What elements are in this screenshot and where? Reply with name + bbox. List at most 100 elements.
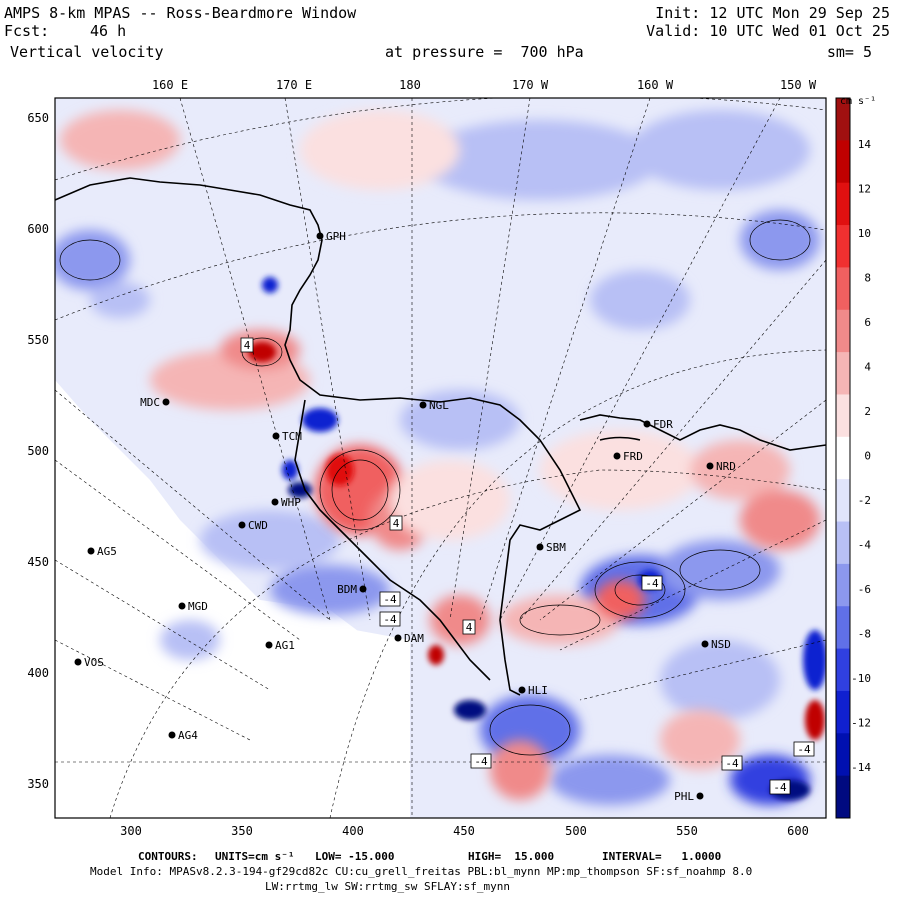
station-frd: FRD (613, 450, 643, 463)
colorbar-tick: -8 (858, 628, 871, 641)
station-marker (696, 792, 704, 800)
high-value: HIGH= 15.000 (468, 850, 555, 863)
colorbar-tick: 12 (858, 183, 871, 196)
colorbar-swatch (836, 606, 850, 650)
station-label: NRD (716, 460, 736, 473)
colorbar-tick: -10 (851, 672, 871, 685)
colorbar-swatch (836, 309, 850, 353)
colorbar-swatch (836, 225, 850, 268)
field-name: Vertical velocity (10, 43, 164, 61)
model-info: Model Info: MPASv8.2.3-194-gf29cd82c CU:… (90, 865, 753, 878)
colorbar-units: cm s⁻¹ (840, 96, 876, 107)
station-marker (272, 432, 280, 440)
station-ag4: AG4 (168, 729, 198, 742)
station-label: SBM (546, 541, 566, 554)
y-tick: 650 (27, 111, 49, 125)
station-nrd: NRD (706, 460, 736, 473)
contour-label-text: -4 (773, 781, 787, 794)
station-vos: VOS (74, 656, 104, 669)
no-data-region-2 (55, 380, 410, 818)
station-ag1: AG1 (265, 639, 295, 652)
station-marker (162, 398, 170, 406)
interval-value: INTERVAL= 1.0000 (602, 850, 722, 863)
station-label: NGL (429, 399, 449, 412)
red-areas (60, 110, 820, 800)
y-tick: 400 (27, 666, 49, 680)
station-marker (701, 640, 709, 648)
station-marker (706, 462, 714, 470)
colorbar-tick: -2 (858, 494, 871, 507)
colorbar-swatch (836, 98, 850, 141)
lon-label: 180 (399, 78, 421, 92)
station-label: HLI (528, 684, 548, 697)
contour-label: 4 (462, 619, 476, 635)
lon-label: 160 E (152, 78, 188, 92)
station-label: AG4 (178, 729, 198, 742)
smoothing: sm= 5 (826, 43, 872, 61)
station-dam: DAM (394, 632, 424, 645)
y-tick: 500 (27, 444, 49, 458)
contour-labels: 4 4 4 -4 -4 -4 -4 -4 -4 -4 (240, 337, 815, 795)
x-tick: 600 (787, 824, 809, 838)
colorbar-swatch (836, 140, 850, 184)
station-marker (536, 543, 544, 551)
station-marker (643, 420, 651, 428)
contour-label-text: -4 (383, 593, 397, 606)
contour-label-text: 4 (466, 621, 473, 634)
lon-label: 170 W (512, 78, 549, 92)
station-marker (316, 232, 324, 240)
pressure-level: at pressure = 700 hPa (385, 43, 584, 61)
station-marker (613, 452, 621, 460)
station-label: NSD (711, 638, 731, 651)
station-sbm: SBM (536, 541, 566, 554)
station-ngl: NGL (419, 399, 449, 412)
station-gph: GPH (316, 230, 346, 243)
contour-label-text: -4 (474, 755, 488, 768)
y-tick: 600 (27, 222, 49, 236)
coastline (55, 177, 826, 696)
contour-label-text: -4 (725, 757, 739, 770)
contour-label-text: -4 (383, 613, 397, 626)
map-field: 4 4 4 -4 -4 -4 -4 -4 -4 -4 GPH MDC NGL TCM W… (55, 98, 826, 818)
colorbar-tick: -12 (851, 717, 871, 730)
stations: GPH MDC NGL TCM WHP CWD AG5 MGD AG1 VOS AG4 BDM DAM S… (74, 230, 736, 803)
init-time: Init: 12 UTC Mon 29 Sep 25 (655, 4, 890, 22)
colorbar-tick: 2 (864, 405, 871, 418)
valid-time: Valid: 10 UTC Wed 01 Oct 25 (646, 22, 890, 40)
station-label: PHL (674, 790, 694, 803)
contour-label: -4 (769, 779, 791, 795)
colorbar-tick: -4 (858, 539, 872, 552)
y-tick: 550 (27, 333, 49, 347)
colorbar-swatch (836, 352, 850, 395)
colorbar: 14 12 10 8 6 4 2 0 -2 -4 -6 -8 -10 -12 -14 (835, 97, 872, 819)
colorbar-tick: 8 (864, 272, 871, 285)
colorbar-swatch (836, 563, 850, 607)
x-tick: 550 (676, 824, 698, 838)
colorbar-tick: 6 (864, 316, 871, 329)
low-value: LOW= -15.000 (315, 850, 395, 863)
station-marker (74, 658, 82, 666)
contour-label: -4 (470, 753, 492, 769)
contour-label: -4 (641, 575, 663, 591)
colorbar-tick: 4 (864, 361, 871, 374)
station-whp: WHP (271, 496, 301, 509)
station-marker (394, 634, 402, 642)
contour-label-text: 4 (244, 339, 251, 352)
units-text: UNITS=cm s⁻¹ (215, 850, 295, 863)
colorbar-swatch (836, 690, 850, 734)
lon-label: 150 W (780, 78, 817, 92)
colorbar-tick: 0 (864, 450, 871, 463)
graticule (55, 98, 826, 818)
station-label: MDC (140, 396, 160, 409)
station-marker (518, 686, 526, 694)
station-marker (168, 731, 176, 739)
station-marker (419, 401, 427, 409)
station-label: WHP (281, 496, 301, 509)
station-label: GPH (326, 230, 346, 243)
colorbar-swatch (836, 436, 850, 480)
map-frame (54, 97, 827, 819)
contour-label-text: -4 (645, 577, 659, 590)
colorbar-tick: -6 (858, 583, 871, 596)
contour-label: -4 (721, 755, 743, 771)
x-tick: 400 (342, 824, 364, 838)
